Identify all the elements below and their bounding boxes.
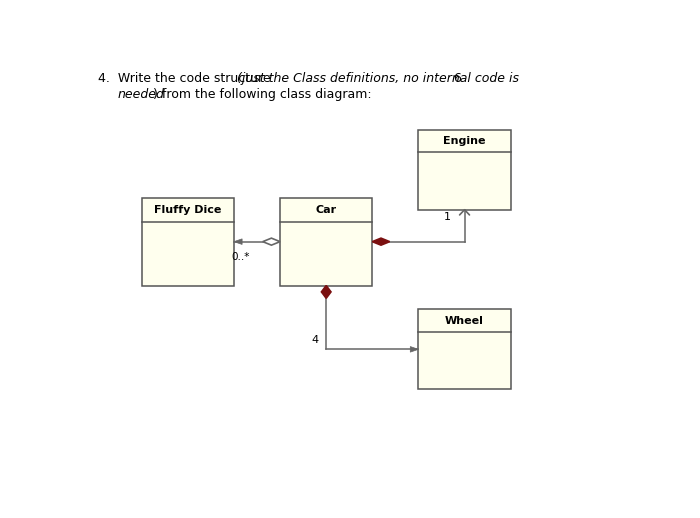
Text: 1: 1 xyxy=(444,212,451,222)
Polygon shape xyxy=(262,238,280,245)
Polygon shape xyxy=(234,239,242,244)
Polygon shape xyxy=(372,238,390,245)
Bar xyxy=(141,198,234,285)
Text: (just the Class definitions, no internal code is: (just the Class definitions, no internal… xyxy=(237,72,519,85)
Text: needed: needed xyxy=(118,88,164,101)
Text: 4.  Write the code structure: 4. Write the code structure xyxy=(98,72,275,85)
Text: 4: 4 xyxy=(311,335,318,346)
Bar xyxy=(419,130,511,210)
Bar xyxy=(419,309,511,389)
Text: ) from the following class diagram:: ) from the following class diagram: xyxy=(153,88,371,101)
Text: Car: Car xyxy=(316,205,337,215)
Bar xyxy=(280,198,372,285)
Text: Wheel: Wheel xyxy=(445,315,484,326)
Text: Fluffy Dice: Fluffy Dice xyxy=(154,205,221,215)
Text: 0..*: 0..* xyxy=(232,252,250,262)
Text: 6: 6 xyxy=(446,72,461,85)
Polygon shape xyxy=(321,285,331,298)
Text: Engine: Engine xyxy=(443,136,486,146)
Polygon shape xyxy=(410,347,419,352)
